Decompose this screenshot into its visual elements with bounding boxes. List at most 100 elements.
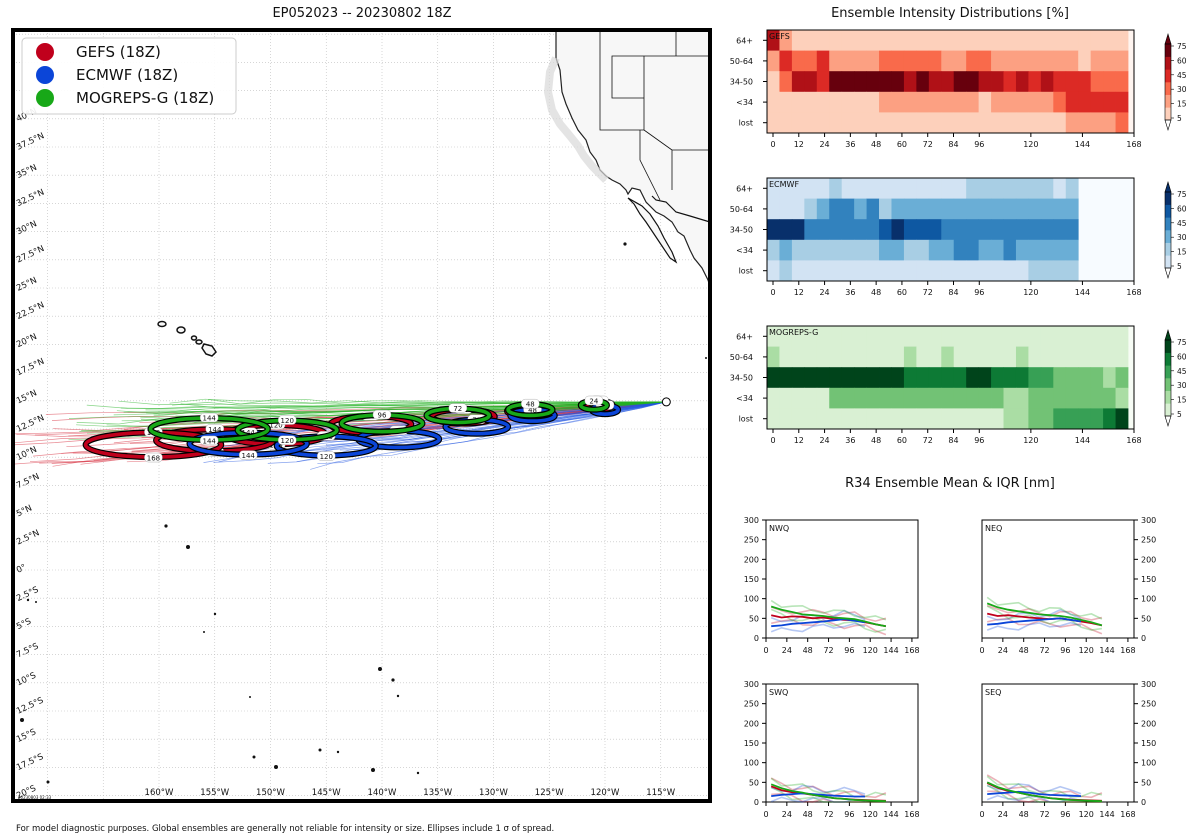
heatmap-cell — [891, 326, 905, 347]
heatmap-cell — [866, 198, 880, 220]
heatmap-cell — [1103, 30, 1116, 51]
r34-y-tick: 0 — [754, 634, 759, 643]
colorbar-tick-label: 60 — [1177, 56, 1187, 65]
heatmap-cell — [928, 198, 942, 220]
colorbar-tick-label: 45 — [1177, 219, 1187, 228]
r34-iqr-line — [770, 786, 886, 803]
heatmap-cell — [841, 260, 855, 282]
heatmap-cell — [991, 219, 1004, 241]
heatmap-cell — [1028, 346, 1042, 368]
heatmap-cell — [1078, 387, 1092, 409]
heatmap-cell — [966, 219, 980, 241]
heatmap-cell — [991, 30, 1004, 51]
r34-y-tick: 200 — [744, 555, 759, 564]
heatmap-cell — [1115, 112, 1129, 134]
heatmap-cell — [866, 367, 880, 389]
heatmap-cell — [1065, 50, 1079, 72]
colorbar-segment — [1165, 403, 1171, 417]
colorbar-tick-label: 15 — [1177, 396, 1187, 405]
heatmap-cell — [841, 219, 855, 241]
svg-text:24: 24 — [589, 397, 598, 405]
heatmap-cell — [1065, 367, 1079, 389]
heatmap-cell — [1040, 346, 1054, 368]
longitude-labels: 160°W 155°W 150°W 145°W 140°W 135°W 130°W 125°W… — [145, 788, 676, 798]
colorbar-segment — [1165, 217, 1171, 231]
heatmap-row-label: 64+ — [736, 184, 753, 193]
heatmap-cell — [829, 387, 843, 409]
heatmap-cell — [891, 260, 905, 282]
heatmap-cell — [928, 178, 942, 199]
heatmap-cell — [1090, 346, 1104, 368]
legend-label-ecmwf: ECMWF (18Z) — [76, 66, 178, 84]
heatmap-cell — [891, 346, 905, 368]
pacific-islets — [20, 242, 707, 784]
r34-x-tick: 168 — [904, 810, 919, 819]
r34-x-tick: 120 — [863, 646, 878, 655]
heatmap-cell — [854, 408, 867, 430]
heatmap-cell — [928, 239, 942, 261]
heatmap-x-tick: 168 — [1126, 436, 1141, 445]
heatmap-cell — [1078, 367, 1092, 389]
heatmap-row-label: lost — [739, 415, 753, 424]
hawaiian-islands — [157, 320, 217, 357]
heatmap-cell — [1053, 367, 1067, 389]
heatmap-cell — [1090, 91, 1104, 113]
r34-x-tick: 168 — [1120, 646, 1135, 655]
colorbar-tick-label: 5 — [1177, 410, 1182, 419]
heatmap-cell — [791, 71, 805, 93]
heatmap-x-tick: 12 — [794, 436, 804, 445]
heatmap-cell — [928, 219, 942, 241]
r34-x-tick: 168 — [1120, 810, 1135, 819]
heatmap-cell — [1103, 50, 1116, 72]
heatmap-cell — [829, 219, 843, 241]
colorbar-segment — [1165, 82, 1171, 95]
heatmap-cell — [978, 326, 992, 347]
heatmap-x-tick: 96 — [974, 140, 984, 149]
heatmap-cell — [854, 50, 867, 72]
heatmap-x-tick: 48 — [871, 288, 881, 297]
heatmap-cell — [891, 408, 905, 430]
heatmap-cell — [966, 112, 980, 134]
heatmap-cell — [1090, 408, 1104, 430]
heatmap-cell — [791, 91, 805, 113]
heatmap-cell — [1028, 112, 1042, 134]
colorbar-tick-label: 45 — [1177, 367, 1187, 376]
r34-y-tick: 0 — [754, 798, 759, 807]
heatmap-cell — [804, 50, 818, 72]
heatmap-cell — [891, 50, 905, 72]
r34-panel: SWQ 0 50 100 150 200 250 300 0 24 48 72 96 120 144 168 — [744, 680, 920, 819]
r34-iqr-line — [770, 599, 887, 621]
heatmap-cell — [854, 367, 867, 389]
heatmap-cell — [953, 91, 967, 113]
r34-x-tick: 144 — [1099, 646, 1114, 655]
colorbar-segment — [1165, 242, 1171, 256]
r34-y-tick: 250 — [1141, 700, 1156, 709]
heatmap-cell — [1028, 408, 1042, 430]
heatmap-cell — [1040, 50, 1054, 72]
r34-x-tick: 72 — [1039, 646, 1049, 655]
heatmap-cell — [928, 326, 942, 347]
heatmap-row-label: lost — [739, 119, 753, 128]
heatmap-cell — [1065, 219, 1079, 241]
r34-x-tick: 120 — [1079, 810, 1094, 819]
heatmap-cell — [991, 71, 1004, 93]
r34-y-tick: 100 — [744, 595, 759, 604]
heatmap-cell — [879, 367, 892, 389]
heatmap-cell — [767, 219, 780, 241]
heatmap-x-tick: 36 — [845, 288, 855, 297]
r34-quadrant-label: NEQ — [985, 524, 1002, 533]
heatmap-cell — [916, 387, 930, 409]
r34-iqr-line — [770, 777, 887, 799]
heatmap-cell — [804, 387, 818, 409]
heatmap-cell — [816, 112, 830, 134]
heatmap-cell — [1053, 91, 1067, 113]
heatmap-cell — [829, 198, 843, 220]
heatmap-cell — [941, 367, 955, 389]
heatmap-x-tick: 36 — [845, 436, 855, 445]
colorbar-segment — [1165, 107, 1171, 121]
legend-label-mogreps: MOGREPS-G (18Z) — [76, 89, 214, 107]
heatmap-cell — [916, 346, 930, 368]
heatmap-cell — [791, 326, 805, 347]
svg-text:144: 144 — [202, 415, 216, 423]
heatmap-cell — [916, 260, 930, 282]
